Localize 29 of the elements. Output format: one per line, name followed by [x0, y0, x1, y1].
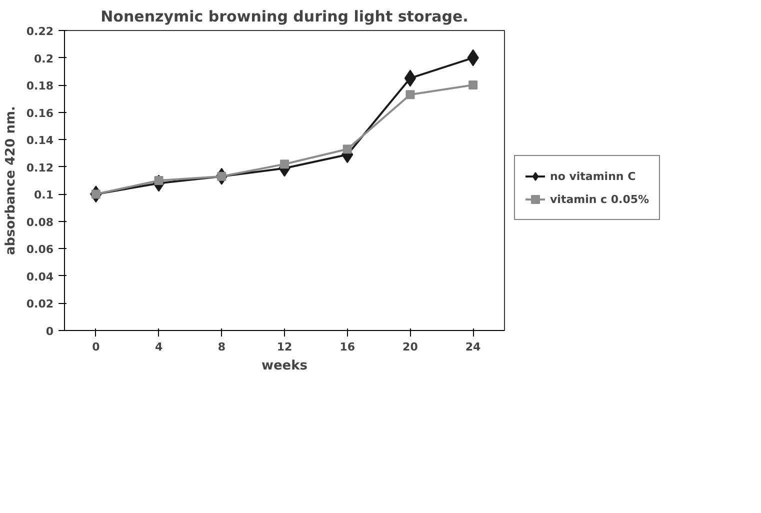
- y-tick-label: 0.2: [34, 52, 54, 66]
- x-axis-title: weeks: [261, 358, 308, 374]
- x-tick-label: 16: [340, 340, 356, 354]
- x-tick-label: 20: [402, 340, 418, 354]
- y-tick-label: 0.22: [26, 25, 54, 38]
- y-tick-label: 0.12: [26, 161, 54, 174]
- legend-label: no vitaminn C: [550, 170, 636, 182]
- y-tick-label: 0.06: [26, 243, 54, 256]
- point: [406, 90, 415, 100]
- y-tick-label: 0.08: [26, 216, 54, 229]
- point: [404, 70, 416, 87]
- point: [468, 80, 478, 90]
- x-tick-label: 0: [92, 340, 100, 354]
- y-tick-label: 0.04: [26, 270, 54, 284]
- y-tick-label: 0.18: [26, 80, 54, 93]
- y-tick-label: 0: [46, 325, 54, 338]
- y-axis-title: absorbance 420 nm.: [3, 106, 18, 255]
- x-tick-label: 8: [218, 340, 226, 354]
- point: [342, 144, 352, 154]
- y-tick-label: 0.02: [26, 298, 54, 311]
- point: [280, 160, 289, 169]
- x-tick-label: 12: [276, 340, 292, 354]
- x-tick-label: 4: [154, 340, 163, 354]
- chart-title: Nonenzymic browning during light storage.: [100, 8, 468, 26]
- y-tick-label: 0.14: [26, 134, 54, 148]
- x-tick-label: 24: [465, 340, 482, 354]
- y-tick-label: 0.1: [34, 188, 54, 202]
- y-tick-label: 0.16: [26, 106, 54, 120]
- legend-label: vitamin c 0.05%: [550, 192, 650, 206]
